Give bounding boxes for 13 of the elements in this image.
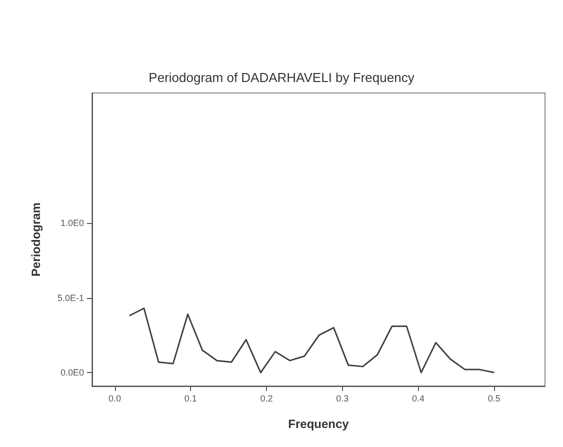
y-tick-label: 0.0E0	[60, 368, 84, 378]
y-axis-title: Periodogram	[29, 202, 43, 277]
x-tick-label: 0.4	[412, 394, 425, 404]
x-tick-label: 0.1	[184, 394, 197, 404]
x-tick-label: 0.2	[260, 394, 273, 404]
x-tick-label: 0.0	[108, 394, 122, 404]
x-axis-title: Frequency	[288, 417, 350, 431]
line-series	[128, 308, 495, 374]
x-tick-label: 0.5	[488, 394, 500, 404]
x-tick-label: 0.3	[336, 394, 349, 404]
y-tick-label: 1.0E0	[60, 218, 84, 228]
y-tick-label: 5.0E-1	[57, 292, 84, 303]
chart-title: Periodogram of DADARHAVELI by Frequency	[148, 70, 415, 85]
